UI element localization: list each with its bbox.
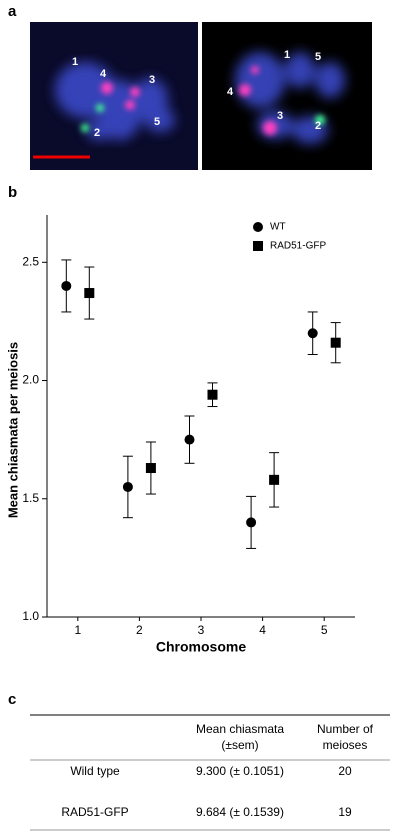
y-tick-label: 2.5 <box>22 254 39 268</box>
x-tick-label: 5 <box>321 623 328 637</box>
marker <box>207 389 218 400</box>
micrograph-left <box>30 22 198 170</box>
table-cell: 9.300 (± 0.1051) <box>196 764 284 778</box>
marker <box>122 481 133 492</box>
column-header: meioses <box>323 738 368 752</box>
chromosome-label: 3 <box>277 110 283 122</box>
y-tick-label: 1.5 <box>22 491 39 505</box>
marker <box>145 463 156 474</box>
x-tick-label: 4 <box>259 623 266 637</box>
marker <box>84 288 95 299</box>
y-tick-label: 1.0 <box>22 609 39 623</box>
table-cell: 20 <box>338 764 352 778</box>
panel-label: c <box>8 691 16 708</box>
chromosome-label: 1 <box>284 49 290 61</box>
chromosome-label: 2 <box>94 127 100 139</box>
table-cell: RAD51-GFP <box>61 805 128 819</box>
x-tick-label: 1 <box>74 623 81 637</box>
marker <box>269 474 280 485</box>
y-axis-label: Mean chiasmata per meiosis <box>5 342 20 518</box>
x-tick-label: 2 <box>136 623 143 637</box>
column-header: Number of <box>317 722 374 736</box>
micrograph-right <box>202 22 372 170</box>
chromosome-label: 5 <box>315 51 321 63</box>
table-cell: 19 <box>338 805 352 819</box>
marker <box>330 337 341 348</box>
column-header: (±sem) <box>221 738 258 752</box>
chromosome-label: 1 <box>72 56 78 68</box>
chromosome-label: 3 <box>149 74 155 86</box>
table-cell: Wild type <box>70 764 120 778</box>
y-tick-label: 2.0 <box>22 373 39 387</box>
chromosome-label: 4 <box>227 86 234 98</box>
legend-label: WT <box>270 222 286 233</box>
legend-label: RAD51-GFP <box>270 241 326 252</box>
x-tick-label: 3 <box>198 623 205 637</box>
marker <box>307 328 318 339</box>
chromosome-label: 2 <box>315 120 321 132</box>
marker <box>184 434 195 445</box>
legend-marker <box>253 222 263 232</box>
panel-label: a <box>8 3 17 20</box>
marker <box>246 517 257 528</box>
x-axis-label: Chromosome <box>156 639 246 655</box>
chromosome-label: 4 <box>100 68 107 80</box>
column-header: Mean chiasmata <box>196 722 284 736</box>
marker <box>61 280 72 291</box>
legend-marker <box>253 241 263 251</box>
panel-label: b <box>8 184 17 201</box>
table-cell: 9.684 (± 0.1539) <box>196 805 284 819</box>
chromosome-label: 5 <box>154 116 160 128</box>
